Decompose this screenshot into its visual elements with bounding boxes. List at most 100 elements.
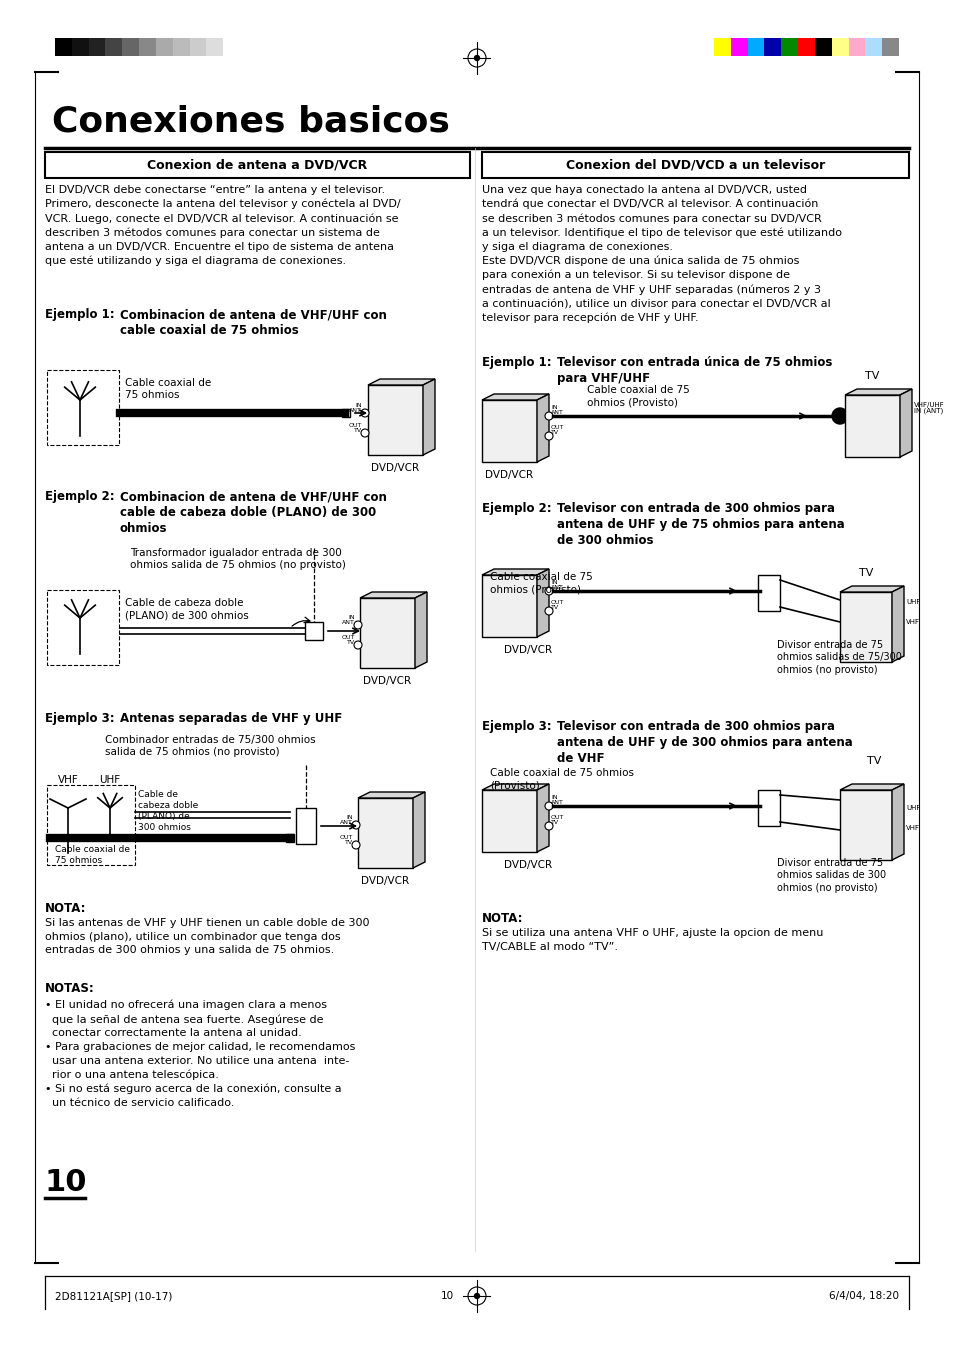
Text: Cable coaxial de
75 ohmios: Cable coaxial de 75 ohmios — [125, 378, 211, 400]
Bar — [359, 598, 415, 667]
Circle shape — [831, 408, 847, 424]
Text: IN
ANT: IN ANT — [551, 580, 563, 590]
Bar — [190, 38, 206, 55]
Text: Divisor entrada de 75
ohmios salidas de 300
ohmios (no provisto): Divisor entrada de 75 ohmios salidas de … — [776, 858, 885, 893]
Circle shape — [544, 412, 553, 420]
Circle shape — [360, 409, 369, 417]
Circle shape — [352, 821, 359, 830]
Text: IN
ANT: IN ANT — [349, 403, 361, 413]
Bar — [172, 38, 190, 55]
Circle shape — [354, 621, 361, 630]
Text: Una vez que haya conectado la antena al DVD/VCR, usted
tendrá que conectar el DV: Una vez que haya conectado la antena al … — [481, 185, 841, 323]
Text: VHF: VHF — [905, 619, 919, 626]
Bar — [844, 394, 899, 457]
Bar — [882, 38, 898, 55]
Polygon shape — [359, 592, 427, 598]
Text: Combinacion de antena de VHF/UHF con
cable de cabeza doble (PLANO) de 300
ohmios: Combinacion de antena de VHF/UHF con cab… — [120, 490, 387, 535]
Text: IN
ANT: IN ANT — [551, 405, 563, 415]
Text: Televisor con entrada de 300 ohmios para
antena de UHF y de 75 ohmios para anten: Televisor con entrada de 300 ohmios para… — [557, 503, 843, 547]
Bar — [713, 38, 730, 55]
Bar — [71, 38, 89, 55]
Text: Si las antenas de VHF y UHF tienen un cable doble de 300
ohmios (plano), utilice: Si las antenas de VHF y UHF tienen un ca… — [45, 917, 369, 955]
Polygon shape — [537, 784, 548, 852]
Bar — [481, 790, 537, 852]
Bar — [341, 409, 350, 417]
Text: Ejemplo 3:: Ejemplo 3: — [45, 712, 114, 725]
Text: El DVD/VCR debe conectarse “entre” la antena y el televisor.
Primero, desconecte: El DVD/VCR debe conectarse “entre” la an… — [45, 185, 400, 266]
Text: OUT
TV: OUT TV — [551, 600, 564, 611]
Bar — [47, 785, 135, 865]
Text: Ejemplo 1:: Ejemplo 1: — [45, 308, 114, 322]
Bar — [55, 38, 71, 55]
Text: DVD/VCR: DVD/VCR — [504, 861, 552, 870]
Polygon shape — [368, 380, 435, 385]
Text: 10: 10 — [440, 1292, 453, 1301]
Text: DVD/VCR: DVD/VCR — [485, 470, 533, 480]
Bar — [481, 576, 537, 638]
Polygon shape — [422, 380, 435, 455]
Text: Cable coaxial de
75 ohmios: Cable coaxial de 75 ohmios — [55, 844, 130, 865]
Polygon shape — [357, 792, 424, 798]
Bar — [368, 385, 422, 455]
Text: Cable de
cabeza doble
(PLANO) de
300 ohmios: Cable de cabeza doble (PLANO) de 300 ohm… — [138, 790, 198, 832]
Text: Cable coaxial de 75
ohmios (Provisto): Cable coaxial de 75 ohmios (Provisto) — [490, 571, 592, 594]
Text: Conexion de antena a DVD/VCR: Conexion de antena a DVD/VCR — [147, 158, 367, 172]
Bar — [295, 808, 315, 844]
Bar — [798, 38, 814, 55]
Bar — [781, 38, 798, 55]
Circle shape — [474, 1293, 479, 1298]
Polygon shape — [415, 592, 427, 667]
Circle shape — [544, 821, 553, 830]
Text: DVD/VCR: DVD/VCR — [371, 463, 419, 473]
Text: Si se utiliza una antena VHF o UHF, ajuste la opcion de menu
TV/CABLE al modo “T: Si se utiliza una antena VHF o UHF, ajus… — [481, 928, 822, 951]
Circle shape — [474, 55, 479, 61]
Polygon shape — [891, 784, 903, 861]
Polygon shape — [413, 792, 424, 867]
Text: DVD/VCR: DVD/VCR — [363, 676, 411, 686]
Polygon shape — [899, 389, 911, 457]
Text: Conexiones basicos: Conexiones basicos — [52, 105, 450, 139]
Bar — [814, 38, 831, 55]
Text: Ejemplo 3:: Ejemplo 3: — [481, 720, 551, 734]
Text: Antenas separadas de VHF y UHF: Antenas separadas de VHF y UHF — [120, 712, 342, 725]
Circle shape — [352, 842, 359, 848]
Text: NOTA:: NOTA: — [45, 902, 87, 915]
Text: NOTA:: NOTA: — [481, 912, 523, 925]
Text: DVD/VCR: DVD/VCR — [361, 875, 409, 886]
Bar — [223, 38, 240, 55]
Text: UHF: UHF — [905, 805, 920, 811]
Text: Conexion del DVD/VCD a un televisor: Conexion del DVD/VCD a un televisor — [565, 158, 824, 172]
Bar — [730, 38, 747, 55]
Text: DVD/VCR: DVD/VCR — [504, 644, 552, 655]
Bar — [481, 153, 908, 178]
Bar — [758, 576, 780, 611]
Text: NOTAS:: NOTAS: — [45, 982, 94, 994]
Text: TV: TV — [864, 372, 879, 381]
Bar — [305, 621, 323, 640]
Bar — [481, 400, 537, 462]
Text: IN
ANT: IN ANT — [340, 815, 353, 825]
Bar — [206, 38, 223, 55]
Circle shape — [544, 586, 553, 594]
Text: VHF/UHF
IN (ANT): VHF/UHF IN (ANT) — [913, 401, 943, 415]
Bar — [89, 38, 106, 55]
Polygon shape — [844, 389, 911, 394]
Text: Divisor entrada de 75
ohmios salidas de 75/300
ohmios (no provisto): Divisor entrada de 75 ohmios salidas de … — [776, 640, 901, 674]
Text: Televisor con entrada de 300 ohmios para
antena de UHF y de 300 ohmios para ante: Televisor con entrada de 300 ohmios para… — [557, 720, 852, 765]
Text: OUT
TV: OUT TV — [551, 424, 564, 435]
Bar — [286, 834, 294, 842]
Bar — [864, 38, 882, 55]
Bar — [847, 38, 864, 55]
Text: TV: TV — [866, 757, 881, 766]
Bar — [47, 590, 119, 665]
Polygon shape — [481, 569, 548, 576]
Text: 6/4/04, 18:20: 6/4/04, 18:20 — [828, 1292, 898, 1301]
Bar — [831, 38, 847, 55]
Text: Cable coaxial de 75
ohmios (Provisto): Cable coaxial de 75 ohmios (Provisto) — [586, 385, 689, 408]
Circle shape — [544, 432, 553, 440]
Polygon shape — [481, 784, 548, 790]
Text: Combinacion de antena de VHF/UHF con
cable coaxial de 75 ohmios: Combinacion de antena de VHF/UHF con cab… — [120, 308, 387, 336]
Circle shape — [360, 430, 369, 436]
Text: Ejemplo 2:: Ejemplo 2: — [481, 503, 551, 515]
Bar — [357, 798, 413, 867]
